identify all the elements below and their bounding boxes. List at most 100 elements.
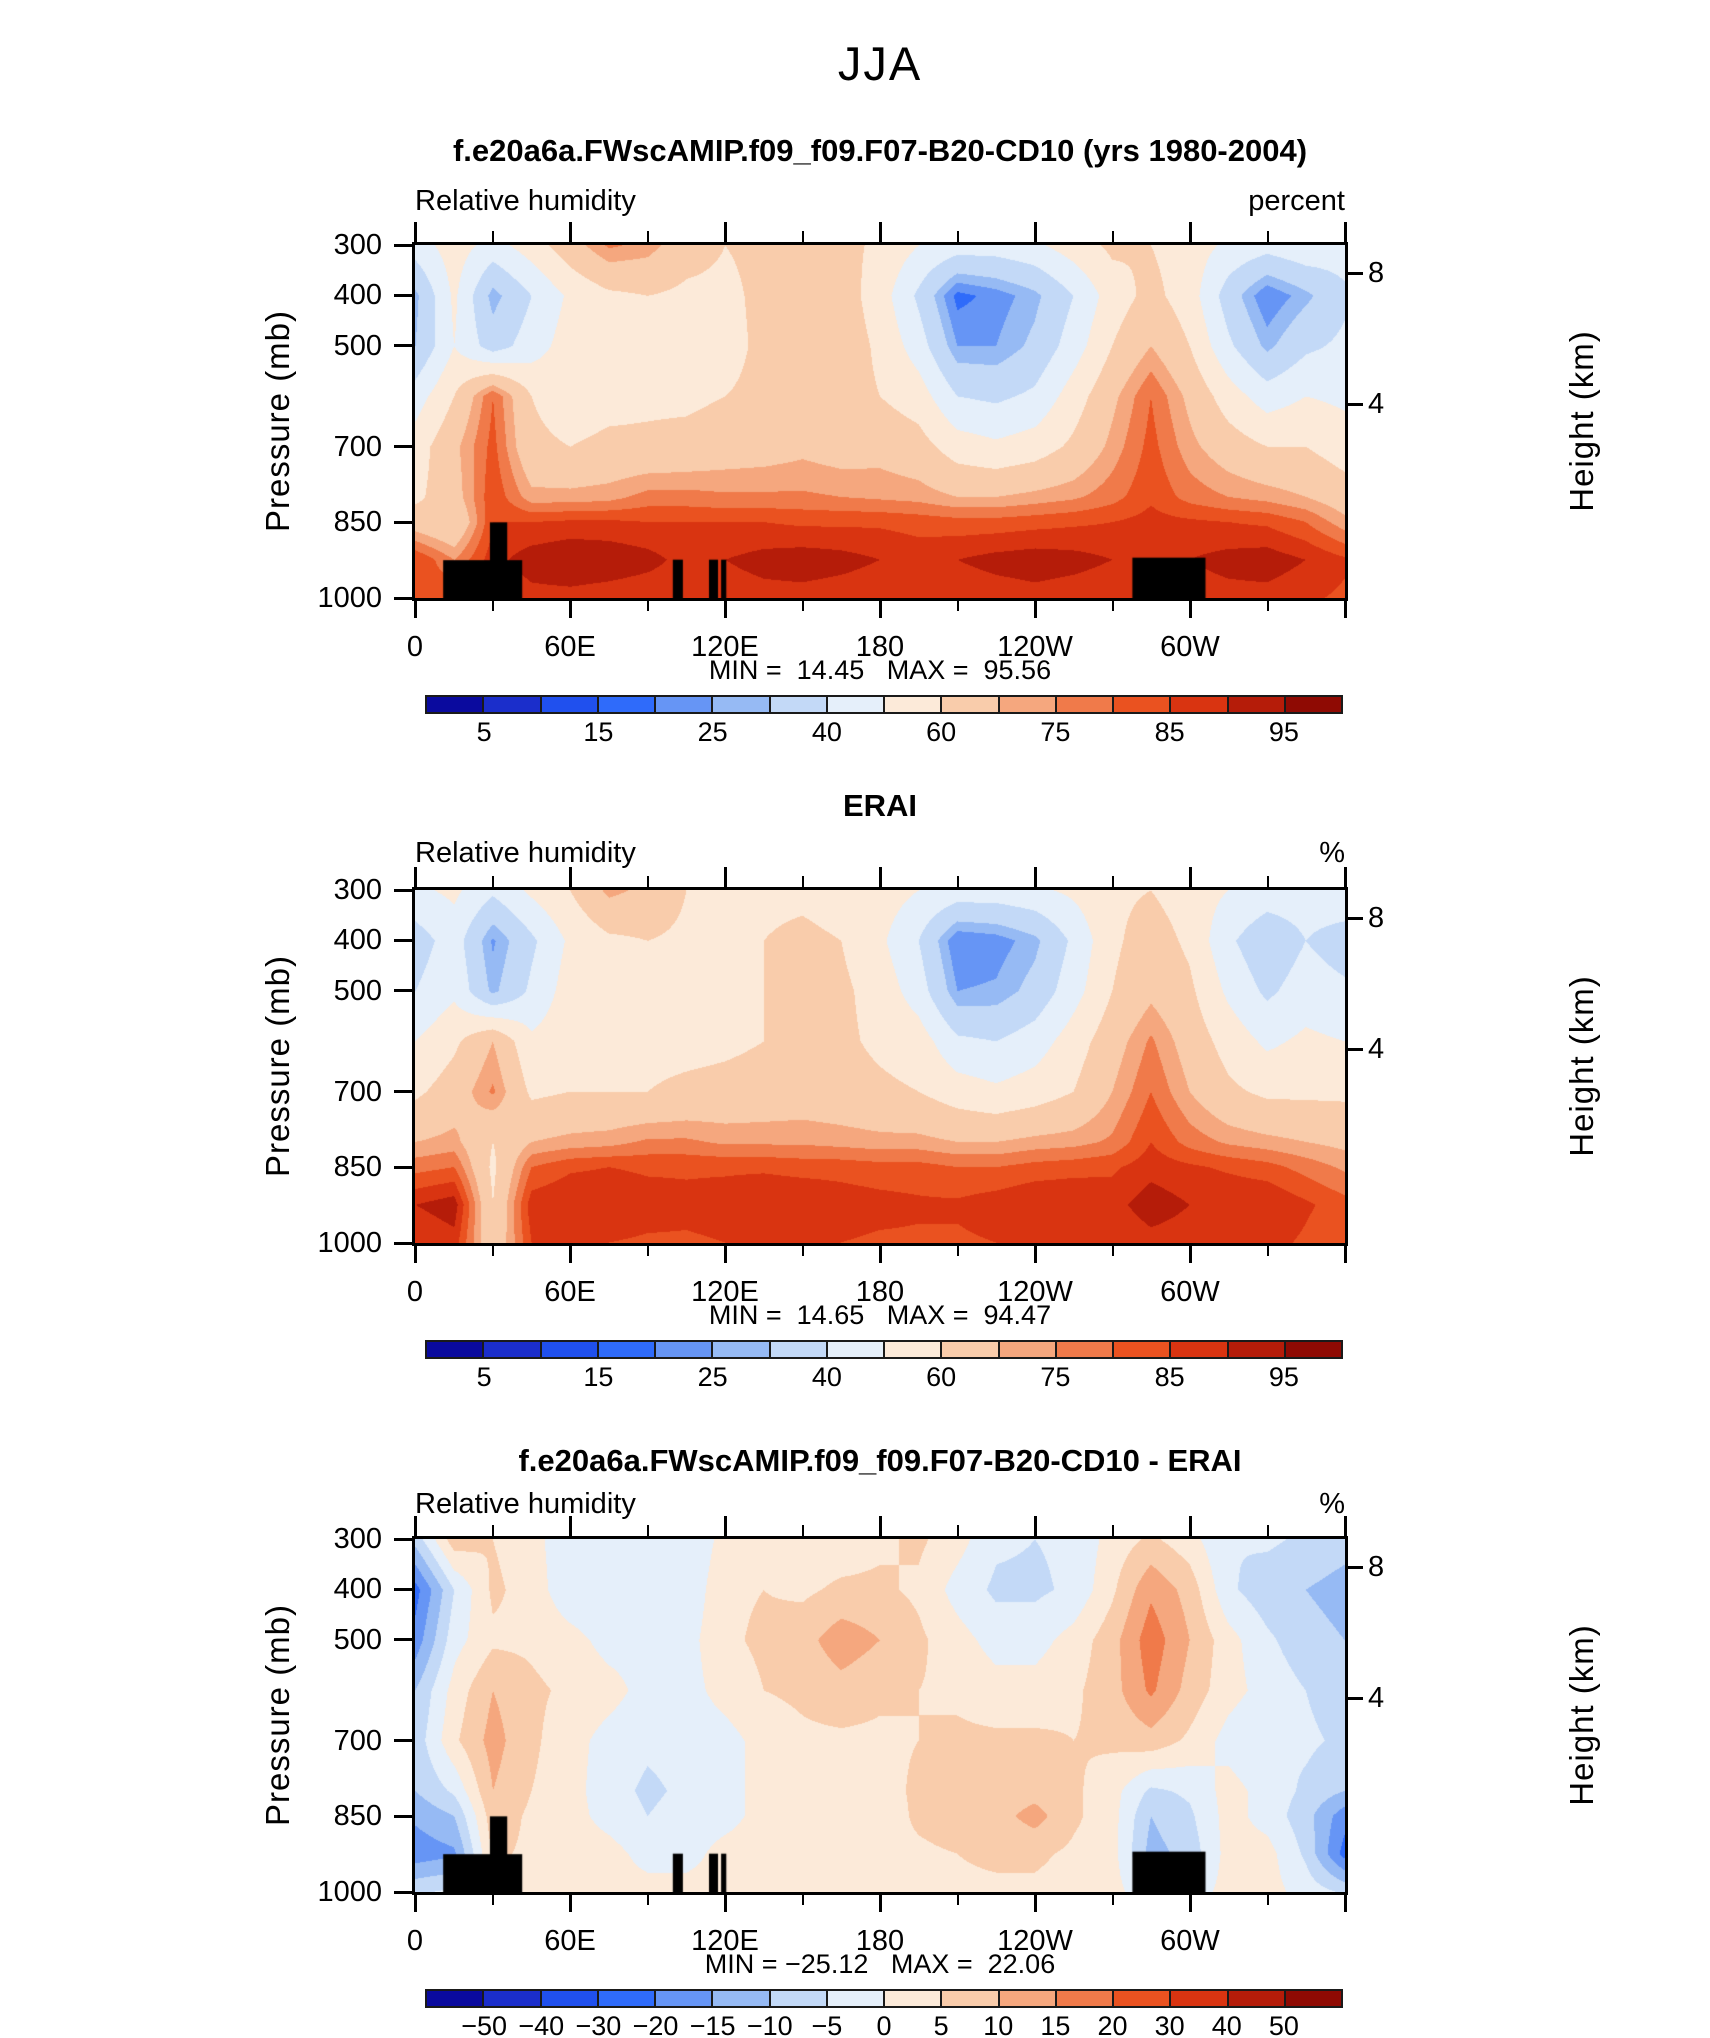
x-major-tick <box>1343 1895 1347 1912</box>
colorbar <box>425 1989 1343 2008</box>
colorbar-tick-label: −10 <box>746 2011 793 2038</box>
colorbar-cell <box>1228 1342 1286 1357</box>
colorbar-cell <box>541 1342 599 1357</box>
colorbar-cell <box>1228 697 1286 712</box>
pressure-tick-label: 1000 <box>317 1876 382 1908</box>
colorbar-cell <box>1285 1342 1341 1357</box>
colorbar-cell <box>999 1991 1057 2006</box>
x-axis-tick-label: 180 <box>855 631 905 663</box>
pressure-tick <box>394 989 412 993</box>
x-major-tick <box>723 601 727 618</box>
pressure-tick-label: 850 <box>333 506 382 539</box>
x-minor-tick <box>1111 1246 1114 1256</box>
plot-area: Relative humidity percent Pressure (mb) … <box>259 185 1600 747</box>
x-minor-tick <box>956 601 959 611</box>
x-minor-tick <box>1111 601 1114 611</box>
colorbar-cell <box>427 1991 485 2006</box>
height-tick <box>1348 1047 1363 1051</box>
units-label: % <box>1319 837 1345 869</box>
colorbar-cell <box>770 1991 828 2006</box>
x-axis-tick-label: 0 <box>406 631 424 663</box>
colorbar-cell <box>827 1342 885 1357</box>
units-label: % <box>1319 1488 1345 1520</box>
x-major-tick <box>568 867 572 887</box>
pressure-tick <box>394 344 412 348</box>
x-major-tick <box>723 1516 727 1536</box>
colorbar-tick-label: 30 <box>1154 2011 1185 2038</box>
x-axis-tick-label: 180 <box>855 1925 905 1957</box>
x-major-tick <box>1033 601 1037 618</box>
colorbar-tick-label: −50 <box>461 2011 508 2038</box>
colorbar-tick-label: 85 <box>1154 717 1185 747</box>
x-major-tick <box>413 601 417 618</box>
colorbar-cell <box>1114 1991 1172 2006</box>
colorbar-tick-label: 10 <box>983 2011 1014 2038</box>
height-tick <box>1348 916 1363 920</box>
colorbar-tick-label: 50 <box>1268 2011 1299 2038</box>
x-major-tick <box>1188 867 1192 887</box>
x-major-tick <box>1188 1246 1192 1263</box>
x-minor-tick <box>801 1895 804 1905</box>
colorbar-tick-label: 85 <box>1154 1362 1185 1392</box>
colorbar-cell <box>656 1342 714 1357</box>
x-minor-tick <box>801 601 804 611</box>
pressure-tick <box>394 1587 412 1591</box>
pressure-tick <box>394 243 412 247</box>
x-major-tick <box>878 867 882 887</box>
colorbar-tick-label: −20 <box>632 2011 679 2038</box>
pressure-axis-title: Pressure (mb) <box>259 1603 296 1827</box>
x-major-tick <box>878 222 882 242</box>
x-axis-tick-label: 60W <box>1160 631 1220 663</box>
colorbar-tick-label: 15 <box>583 717 614 747</box>
colorbar-cell <box>541 697 599 712</box>
pressure-tick-label: 850 <box>333 1151 382 1184</box>
x-minor-tick <box>1266 876 1269 887</box>
height-tick-label: 8 <box>1368 902 1385 935</box>
x-major-tick <box>413 1895 417 1912</box>
x-minor-tick <box>491 1525 494 1536</box>
height-tick-label: 4 <box>1368 388 1385 421</box>
colorbar-tick-label: 0 <box>876 2011 892 2038</box>
pressure-tick-label: 400 <box>333 1573 382 1606</box>
pressure-tick-label: 500 <box>333 1623 382 1656</box>
x-minor-tick <box>1266 1246 1269 1256</box>
colorbar-cell <box>427 1342 485 1357</box>
colorbar-tick-label: 40 <box>811 1362 842 1392</box>
pressure-tick <box>394 596 412 600</box>
colorbar-tick-label: −40 <box>518 2011 565 2038</box>
colorbar-tick-label: −15 <box>689 2011 736 2038</box>
colorbar-cell <box>656 697 714 712</box>
colorbar-cell <box>713 697 771 712</box>
field-label: Relative humidity <box>415 837 636 869</box>
colorbar-cell <box>999 697 1057 712</box>
colorbar-cell <box>1171 1991 1229 2006</box>
x-minor-tick <box>801 231 804 242</box>
x-minor-tick <box>956 231 959 242</box>
x-minor-tick <box>646 1525 649 1536</box>
x-axis-tick-label: 60E <box>544 1276 596 1308</box>
colorbar-cell <box>484 1991 542 2006</box>
colorbar-cell <box>484 697 542 712</box>
x-major-tick <box>723 867 727 887</box>
colorbar-tick-label: −5 <box>811 2011 843 2038</box>
colorbar-cell <box>598 1991 656 2006</box>
contour-field-canvas <box>415 1539 1345 1892</box>
x-minor-tick <box>1266 231 1269 242</box>
colorbar-tick-label: 75 <box>1040 1362 1071 1392</box>
x-axis-tick-label: 120E <box>691 631 759 663</box>
pressure-tick <box>394 445 412 449</box>
colorbar-cell <box>1285 697 1341 712</box>
x-major-tick <box>1343 1246 1347 1263</box>
x-minor-tick <box>1111 1525 1114 1536</box>
colorbar-tick-label: 5 <box>933 2011 949 2038</box>
x-axis-tick-label: 60W <box>1160 1276 1220 1308</box>
colorbar-tick-label: 75 <box>1040 717 1071 747</box>
colorbar-cell <box>598 1342 656 1357</box>
x-minor-tick <box>956 1246 959 1256</box>
pressure-axis-title: Pressure (mb) <box>259 954 296 1178</box>
pressure-tick <box>394 1090 412 1094</box>
height-axis-title: Height (km) <box>1563 330 1600 512</box>
colorbar-cell <box>1228 1991 1286 2006</box>
colorbar-cell <box>827 1991 885 2006</box>
